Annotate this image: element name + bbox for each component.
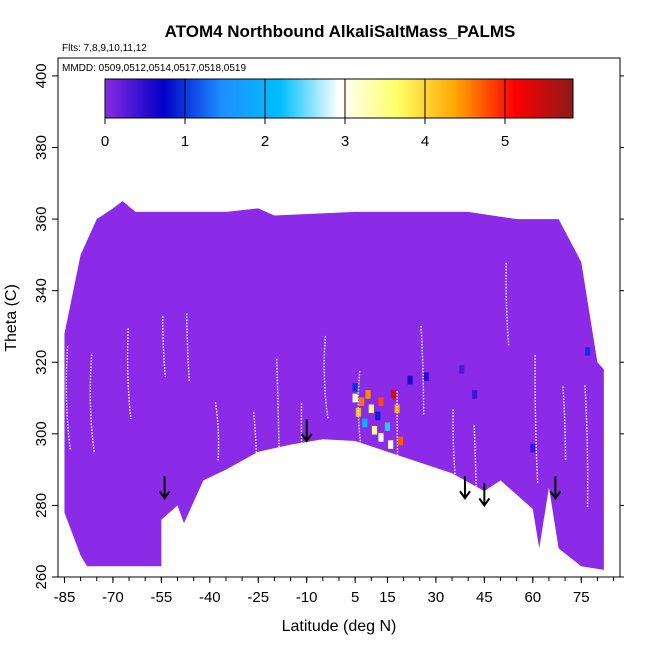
x-tick-label: -25	[247, 589, 269, 606]
data-cell	[407, 375, 413, 385]
chart-subtitle-dates: MMDD: 0509,0512,0514,0517,0518,0519	[62, 63, 246, 74]
colorbar-gradient	[104, 78, 574, 119]
arrow-marker	[549, 476, 562, 500]
data-cell	[375, 411, 381, 421]
x-tick-label: -10	[296, 589, 318, 606]
gap-streak	[162, 316, 167, 377]
arrow-marker	[158, 476, 171, 500]
data-cell	[423, 372, 429, 381]
gap-streak	[65, 346, 71, 451]
gap-streak	[534, 355, 539, 485]
data-cell	[371, 425, 378, 435]
data-cell	[362, 418, 368, 428]
x-tick-label: 5	[351, 589, 359, 606]
gap-streak	[300, 403, 305, 546]
colorbar-tick-label: 1	[181, 133, 189, 150]
gap-streak	[185, 313, 190, 382]
x-tick-label: -85	[54, 589, 76, 606]
data-cell	[530, 443, 536, 453]
gap-streak	[276, 358, 280, 462]
chart-subtitle-flights: Flts: 7,8,9,10,11,12	[62, 43, 147, 54]
chart-title: ATOM4 Northbound AlkaliSaltMass_PALMS	[165, 22, 516, 41]
colorbar-tick-label: 2	[261, 133, 269, 150]
gap-streak	[357, 370, 364, 457]
gap-streak	[473, 425, 478, 516]
y-axis-label: Theta (C)	[3, 284, 20, 352]
y-tick-label: 260	[33, 564, 50, 589]
data-cell	[378, 397, 384, 406]
data-cell	[397, 436, 403, 446]
x-axis-label: Latitude (deg N)	[282, 618, 397, 635]
gap-streak	[252, 412, 258, 506]
data-gap-streaks	[65, 262, 589, 546]
x-axis: -85 -70 -55 -40 -25 -10 5 15 30 45 60 75	[54, 577, 615, 606]
data-cell	[378, 433, 384, 442]
curtain-area	[64, 201, 604, 570]
colorbar-tick-label: 3	[341, 133, 349, 150]
data-cell	[352, 383, 358, 392]
data-cell	[388, 440, 394, 449]
x-tick-label: 30	[428, 589, 445, 606]
colorbar-tick-label: 4	[421, 133, 429, 150]
x-tick-label: 75	[573, 589, 590, 606]
data-cell	[459, 365, 465, 374]
data-cell	[368, 404, 374, 414]
high-value-cells	[352, 347, 591, 453]
data-cell	[384, 422, 391, 431]
y-tick-label: 300	[33, 421, 50, 446]
colorbar: 0 1 2 3 4 5	[101, 78, 574, 150]
data-cell	[352, 393, 358, 403]
gap-streak	[452, 409, 457, 484]
data-cell	[585, 347, 591, 356]
y-tick-label: 340	[33, 278, 50, 303]
y-tick-label: 360	[33, 207, 50, 232]
y-tick-label: 320	[33, 350, 50, 375]
arrow-markers	[158, 418, 562, 508]
gap-streak	[323, 335, 329, 420]
arrow-marker	[300, 418, 313, 443]
gap-streak	[89, 354, 96, 454]
data-cell	[391, 390, 397, 399]
colorbar-ticks: 0 1 2 3 4 5	[101, 79, 509, 150]
arrow-marker	[459, 476, 471, 500]
data-cell	[359, 397, 365, 406]
gap-streak	[584, 385, 589, 508]
data-cell	[365, 390, 371, 399]
gap-streak	[396, 391, 401, 524]
curtain-layer	[64, 201, 604, 570]
colorbar-tick-label: 0	[101, 133, 109, 150]
x-tick-label: 45	[476, 589, 493, 606]
colorbar-tick-label: 5	[501, 133, 509, 150]
x-tick-label: -70	[102, 589, 124, 606]
x-tick-label: -55	[151, 589, 173, 606]
y-tick-label: 380	[33, 135, 50, 160]
arrow-marker	[478, 483, 491, 508]
x-tick-label: 15	[379, 589, 396, 606]
gap-streak	[562, 386, 567, 462]
gap-streak	[126, 328, 132, 419]
x-tick-label: 60	[524, 589, 541, 606]
y-tick-label: 400	[33, 63, 50, 88]
data-cell	[394, 404, 400, 414]
x-tick-label: -40	[199, 589, 221, 606]
y-tick-label: 280	[33, 493, 50, 518]
data-cell	[472, 390, 478, 399]
data-cell	[355, 408, 361, 417]
